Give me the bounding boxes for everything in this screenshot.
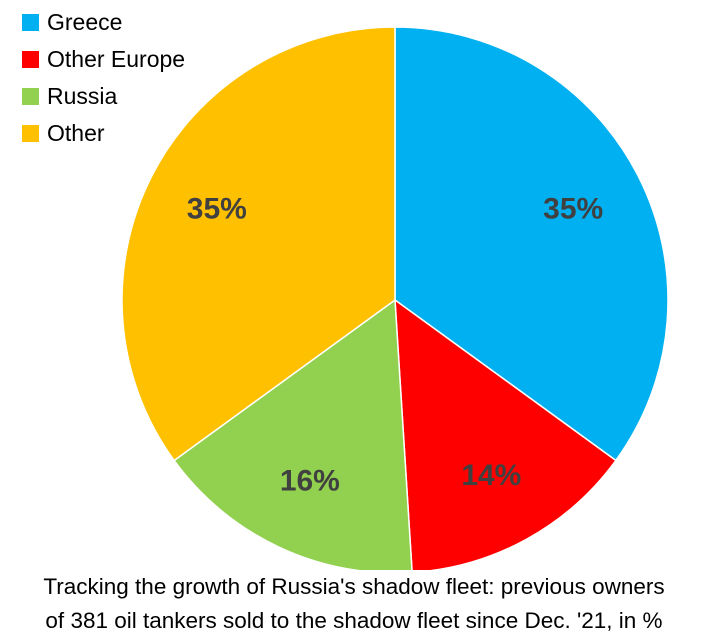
legend-swatch-greece (22, 14, 39, 31)
legend-label-other-europe: Other Europe (47, 46, 186, 72)
chart-caption: Tracking the growth of Russia's shadow f… (0, 570, 708, 638)
pie-label-greece: 35% (543, 193, 603, 226)
pie-slice-greece (394, 26, 669, 462)
legend-item-russia: Russia (22, 78, 185, 115)
pie-label-russia: 16% (280, 464, 340, 497)
legend-label-other: Other (47, 120, 105, 146)
legend-swatch-russia (22, 88, 39, 105)
caption-line-2: of 381 oil tankers sold to the shadow fl… (45, 608, 663, 633)
pie-slice-russia (173, 298, 413, 570)
pie-label-other: 35% (187, 193, 247, 226)
pie-label-other-europe: 14% (461, 459, 521, 492)
legend-item-other-europe: Other Europe (22, 41, 185, 78)
pie-data-labels: 35% 14% 16% 35% (187, 193, 603, 498)
legend-swatch-other-europe (22, 51, 39, 68)
legend-label-russia: Russia (47, 83, 118, 109)
pie-slices (121, 26, 669, 570)
pie-slice-other (121, 26, 396, 462)
legend-item-greece: Greece (22, 4, 185, 41)
legend-item-other: Other (22, 115, 185, 152)
legend-label-greece: Greece (47, 9, 123, 35)
caption-line-1: Tracking the growth of Russia's shadow f… (43, 574, 665, 599)
pie-slice-other-europe (394, 298, 617, 570)
legend: Greece Other Europe Russia Other (22, 4, 185, 152)
legend-swatch-other (22, 125, 39, 142)
pie-chart: 35% 14% 16% 35% (121, 26, 669, 570)
